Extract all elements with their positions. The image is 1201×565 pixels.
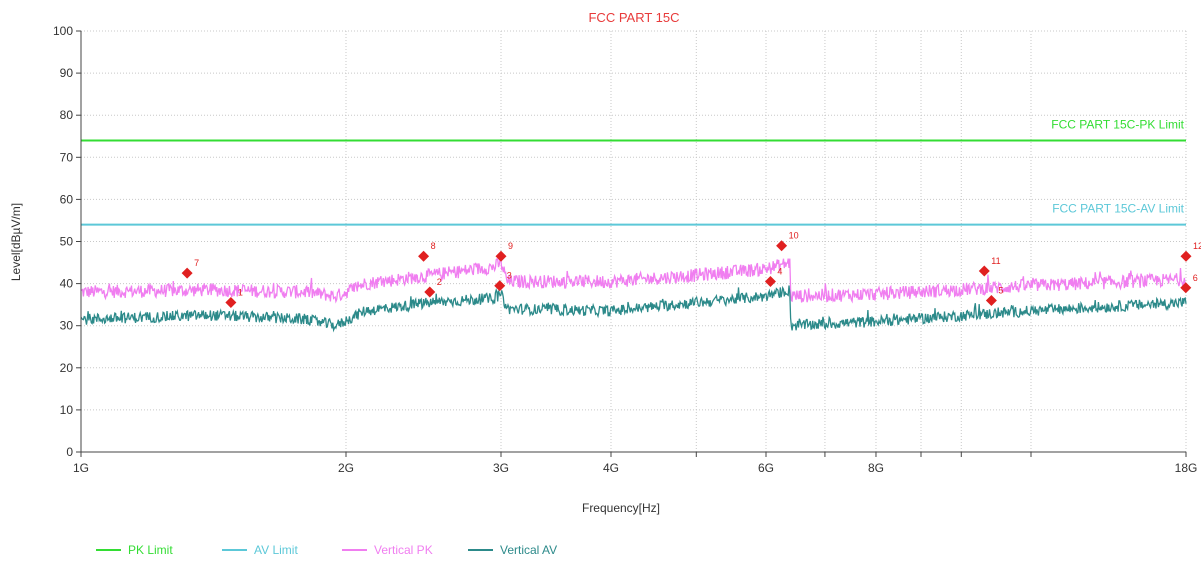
legend: PK Limit AV Limit Vertical PK Vertical AV	[96, 543, 557, 557]
y-tick-label: 0	[66, 445, 73, 459]
marker-label: 6	[1193, 273, 1198, 283]
marker-label: 10	[789, 231, 799, 241]
y-tick-label: 50	[60, 235, 74, 249]
x-tick-label: 2G	[338, 461, 354, 475]
x-tick-label: 4G	[603, 461, 619, 475]
marker-label: 5	[998, 285, 1003, 295]
marker	[225, 297, 237, 309]
legend-label: AV Limit	[254, 543, 298, 557]
series-trace	[80, 285, 1187, 333]
marker	[1180, 250, 1192, 262]
y-tick-label: 10	[60, 403, 74, 417]
marker	[764, 275, 776, 287]
y-tick-label: 90	[60, 66, 74, 80]
series-trace	[80, 256, 1187, 304]
y-axis-label: Level[dBµV/m]	[9, 203, 23, 281]
legend-label: Vertical AV	[500, 543, 557, 557]
limit-label: FCC PART 15C-PK Limit	[1051, 117, 1184, 131]
chart-title: FCC PART 15C	[588, 10, 679, 25]
series-layer	[80, 256, 1187, 333]
marker-label: 1	[238, 288, 243, 298]
marker	[985, 294, 997, 306]
limit-lines: FCC PART 15C-PK Limit FCC PART 15C-AV Lim…	[81, 117, 1186, 226]
y-tick-label: 100	[53, 24, 73, 38]
y-tick-label: 30	[60, 319, 74, 333]
marker	[418, 250, 430, 262]
x-tick-label: 3G	[493, 461, 509, 475]
marker-label: 3	[507, 271, 512, 281]
marker-label: 7	[194, 258, 199, 268]
x-tick-label: 1G	[73, 461, 89, 475]
marker-label: 2	[437, 277, 442, 287]
marker	[494, 280, 506, 292]
marker-label: 4	[777, 266, 782, 276]
legend-label: PK Limit	[128, 543, 173, 557]
axes-layer: 0 10 20 30 40 50 60 70 80 90 100 1G 2G 3G 4G 6G 8G 18G	[53, 24, 1197, 475]
grid-layer	[80, 30, 1187, 453]
marker	[181, 267, 193, 279]
y-tick-label: 80	[60, 108, 74, 122]
y-tick-label: 70	[60, 150, 74, 164]
limit-label: FCC PART 15C-AV Limit	[1052, 202, 1184, 216]
marker	[424, 286, 436, 298]
marker	[495, 250, 507, 262]
legend-label: Vertical PK	[374, 543, 433, 557]
x-tick-label: 6G	[758, 461, 774, 475]
y-tick-label: 60	[60, 192, 74, 206]
marker	[776, 240, 788, 252]
y-tick-label: 40	[60, 277, 74, 291]
x-tick-label: 18G	[1175, 461, 1198, 475]
marker	[978, 265, 990, 277]
x-tick-label: 8G	[868, 461, 884, 475]
marker-label: 8	[431, 241, 436, 251]
marker-label: 11	[991, 256, 1000, 266]
y-tick-label: 20	[60, 361, 74, 375]
x-axis-label: Frequency[Hz]	[582, 501, 660, 515]
marker-label: 9	[508, 241, 513, 251]
marker	[1180, 282, 1192, 294]
marker-label: 12	[1193, 241, 1201, 251]
